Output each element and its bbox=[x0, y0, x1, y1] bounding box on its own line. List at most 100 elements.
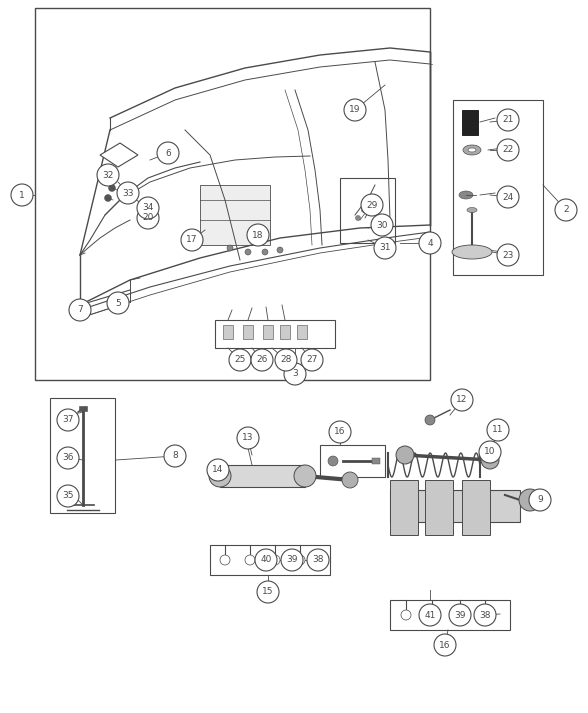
Ellipse shape bbox=[467, 207, 477, 212]
Circle shape bbox=[281, 549, 303, 571]
Circle shape bbox=[555, 199, 577, 221]
Text: 11: 11 bbox=[492, 426, 504, 434]
Circle shape bbox=[401, 610, 411, 620]
Bar bbox=[340, 178, 395, 243]
Circle shape bbox=[275, 349, 297, 371]
Text: 20: 20 bbox=[142, 213, 153, 222]
Circle shape bbox=[227, 245, 233, 251]
Ellipse shape bbox=[468, 148, 476, 152]
Circle shape bbox=[11, 184, 33, 206]
Circle shape bbox=[262, 249, 268, 255]
Text: 27: 27 bbox=[306, 356, 318, 364]
Text: 6: 6 bbox=[165, 148, 171, 158]
Circle shape bbox=[371, 214, 393, 236]
Ellipse shape bbox=[294, 465, 316, 487]
Circle shape bbox=[487, 419, 509, 441]
Circle shape bbox=[425, 415, 435, 425]
Text: 14: 14 bbox=[212, 466, 223, 474]
Text: 36: 36 bbox=[62, 453, 74, 463]
Circle shape bbox=[427, 610, 437, 620]
Circle shape bbox=[451, 389, 473, 411]
Circle shape bbox=[105, 195, 112, 202]
Text: 4: 4 bbox=[427, 239, 433, 247]
Circle shape bbox=[57, 485, 79, 507]
Text: 15: 15 bbox=[262, 588, 274, 597]
Circle shape bbox=[220, 555, 230, 565]
Circle shape bbox=[137, 207, 159, 229]
Circle shape bbox=[137, 197, 159, 219]
Circle shape bbox=[270, 555, 280, 565]
Bar bbox=[390, 480, 418, 535]
Text: 5: 5 bbox=[115, 299, 121, 307]
Ellipse shape bbox=[463, 145, 481, 155]
Text: 10: 10 bbox=[485, 448, 496, 456]
Bar bbox=[223, 325, 233, 339]
Circle shape bbox=[117, 182, 139, 204]
Text: 19: 19 bbox=[349, 106, 361, 115]
Bar bbox=[462, 110, 478, 135]
Bar bbox=[320, 445, 385, 477]
Circle shape bbox=[361, 194, 383, 216]
Circle shape bbox=[251, 349, 273, 371]
Text: 39: 39 bbox=[455, 610, 466, 620]
Text: 21: 21 bbox=[502, 116, 514, 125]
Circle shape bbox=[455, 610, 465, 620]
Text: 31: 31 bbox=[379, 244, 391, 252]
Circle shape bbox=[245, 555, 255, 565]
Text: 25: 25 bbox=[234, 356, 246, 364]
Circle shape bbox=[479, 441, 501, 463]
Circle shape bbox=[474, 604, 496, 626]
Circle shape bbox=[295, 555, 305, 565]
Text: 30: 30 bbox=[376, 220, 387, 230]
Text: 41: 41 bbox=[425, 610, 436, 620]
Text: 22: 22 bbox=[502, 145, 514, 155]
Text: 38: 38 bbox=[312, 555, 324, 565]
Circle shape bbox=[344, 99, 366, 121]
Circle shape bbox=[497, 139, 519, 161]
Circle shape bbox=[419, 232, 441, 254]
Text: 16: 16 bbox=[439, 640, 451, 650]
Circle shape bbox=[497, 244, 519, 266]
Circle shape bbox=[102, 175, 109, 182]
Text: 37: 37 bbox=[62, 416, 74, 424]
Text: 39: 39 bbox=[286, 555, 298, 565]
Text: 1: 1 bbox=[19, 190, 25, 200]
Circle shape bbox=[368, 200, 373, 205]
Circle shape bbox=[257, 581, 279, 603]
Circle shape bbox=[449, 604, 471, 626]
Circle shape bbox=[237, 427, 259, 449]
Text: 12: 12 bbox=[456, 396, 467, 404]
Circle shape bbox=[284, 363, 306, 385]
Circle shape bbox=[497, 109, 519, 131]
Circle shape bbox=[245, 249, 251, 255]
Text: 40: 40 bbox=[260, 555, 272, 565]
Circle shape bbox=[356, 215, 360, 220]
Text: 32: 32 bbox=[102, 170, 113, 180]
Circle shape bbox=[247, 224, 269, 246]
Bar bbox=[372, 458, 380, 464]
Text: 8: 8 bbox=[172, 451, 178, 461]
Text: 24: 24 bbox=[502, 193, 514, 202]
Text: 28: 28 bbox=[280, 356, 292, 364]
Circle shape bbox=[229, 349, 251, 371]
Bar bbox=[297, 325, 307, 339]
Circle shape bbox=[157, 142, 179, 164]
Text: 3: 3 bbox=[292, 369, 298, 379]
Circle shape bbox=[97, 164, 119, 186]
Bar bbox=[390, 490, 520, 522]
Circle shape bbox=[419, 604, 441, 626]
Text: 23: 23 bbox=[502, 250, 514, 260]
Bar bbox=[390, 600, 510, 630]
Circle shape bbox=[328, 456, 338, 466]
Text: 17: 17 bbox=[186, 235, 198, 245]
Text: 35: 35 bbox=[62, 491, 74, 501]
Circle shape bbox=[207, 459, 229, 481]
Bar bbox=[425, 480, 453, 535]
Bar bbox=[200, 185, 270, 245]
Bar bbox=[280, 325, 290, 339]
Text: 18: 18 bbox=[252, 230, 264, 240]
Circle shape bbox=[277, 247, 283, 253]
Circle shape bbox=[255, 549, 277, 571]
Circle shape bbox=[329, 421, 351, 443]
Text: 2: 2 bbox=[563, 205, 569, 215]
